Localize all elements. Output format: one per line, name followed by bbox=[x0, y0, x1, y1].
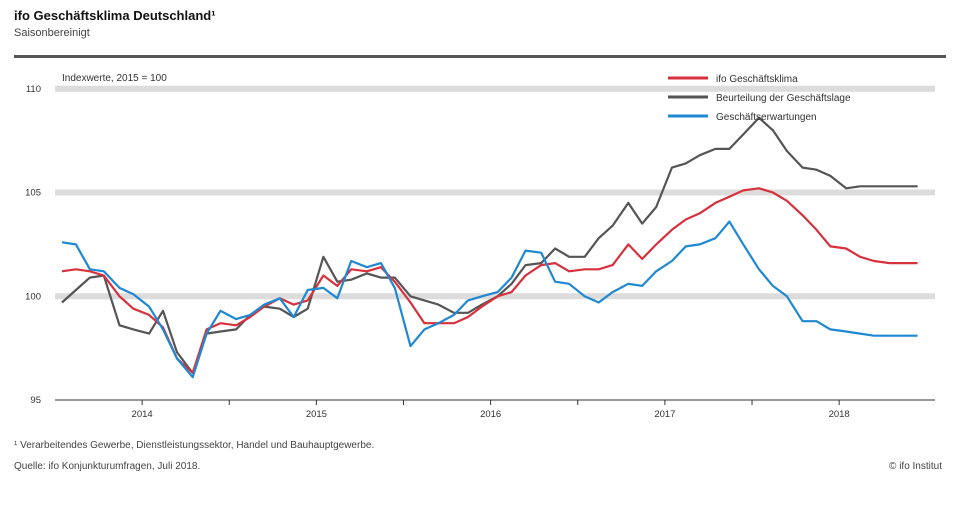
grid-band bbox=[55, 85, 935, 92]
legend-label: ifo Geschäftsklima bbox=[716, 74, 798, 85]
chart-title: ifo Geschäftsklima Deutschland¹ bbox=[14, 8, 216, 23]
grid-band bbox=[55, 293, 935, 300]
footer-note: ¹ Verarbeitendes Gewerbe, Dienstleistung… bbox=[14, 440, 375, 451]
grid-bands bbox=[55, 85, 935, 300]
y-tick-label: 100 bbox=[25, 291, 41, 302]
series-line-0 bbox=[61, 187, 918, 375]
chart-subtitle: Saisonbereinigt bbox=[14, 27, 90, 39]
legend-label: Geschäftserwartungen bbox=[716, 112, 817, 123]
x-tick-label: 2017 bbox=[654, 409, 675, 420]
x-axis: 2014 2015 2016 2017 2018 bbox=[55, 399, 935, 420]
grid-band bbox=[55, 189, 935, 196]
chart-header: ifo Geschäftsklima Deutschland¹ Saisonbe… bbox=[14, 8, 216, 39]
y-tick-label: 95 bbox=[30, 395, 41, 406]
line-chart: 95 100 105 110 2014 2015 2016 2017 2018 Indexwe… bbox=[25, 73, 935, 420]
y-tick-label: 105 bbox=[25, 188, 41, 199]
legend: ifo Geschäftsklima Beurteilung der Geschä… bbox=[668, 74, 851, 123]
x-tick-label: 2016 bbox=[480, 409, 501, 420]
header-rule bbox=[14, 55, 946, 58]
series-line-1 bbox=[61, 116, 918, 375]
x-tick-label: 2015 bbox=[306, 409, 327, 420]
chart-annotation: Indexwerte, 2015 = 100 bbox=[62, 73, 167, 84]
series-lines bbox=[61, 116, 918, 379]
x-tick-label: 2018 bbox=[829, 409, 850, 420]
footer-source: Quelle: ifo Konjunkturumfragen, Juli 201… bbox=[14, 461, 201, 472]
legend-label: Beurteilung der Geschäftslage bbox=[716, 93, 851, 104]
x-tick-label: 2014 bbox=[132, 409, 153, 420]
copyright-credit: © ifo Institut bbox=[889, 461, 942, 472]
series-line-2 bbox=[61, 220, 918, 379]
y-axis-ticks: 95 100 105 110 bbox=[25, 84, 41, 406]
y-tick-label: 110 bbox=[26, 84, 41, 95]
